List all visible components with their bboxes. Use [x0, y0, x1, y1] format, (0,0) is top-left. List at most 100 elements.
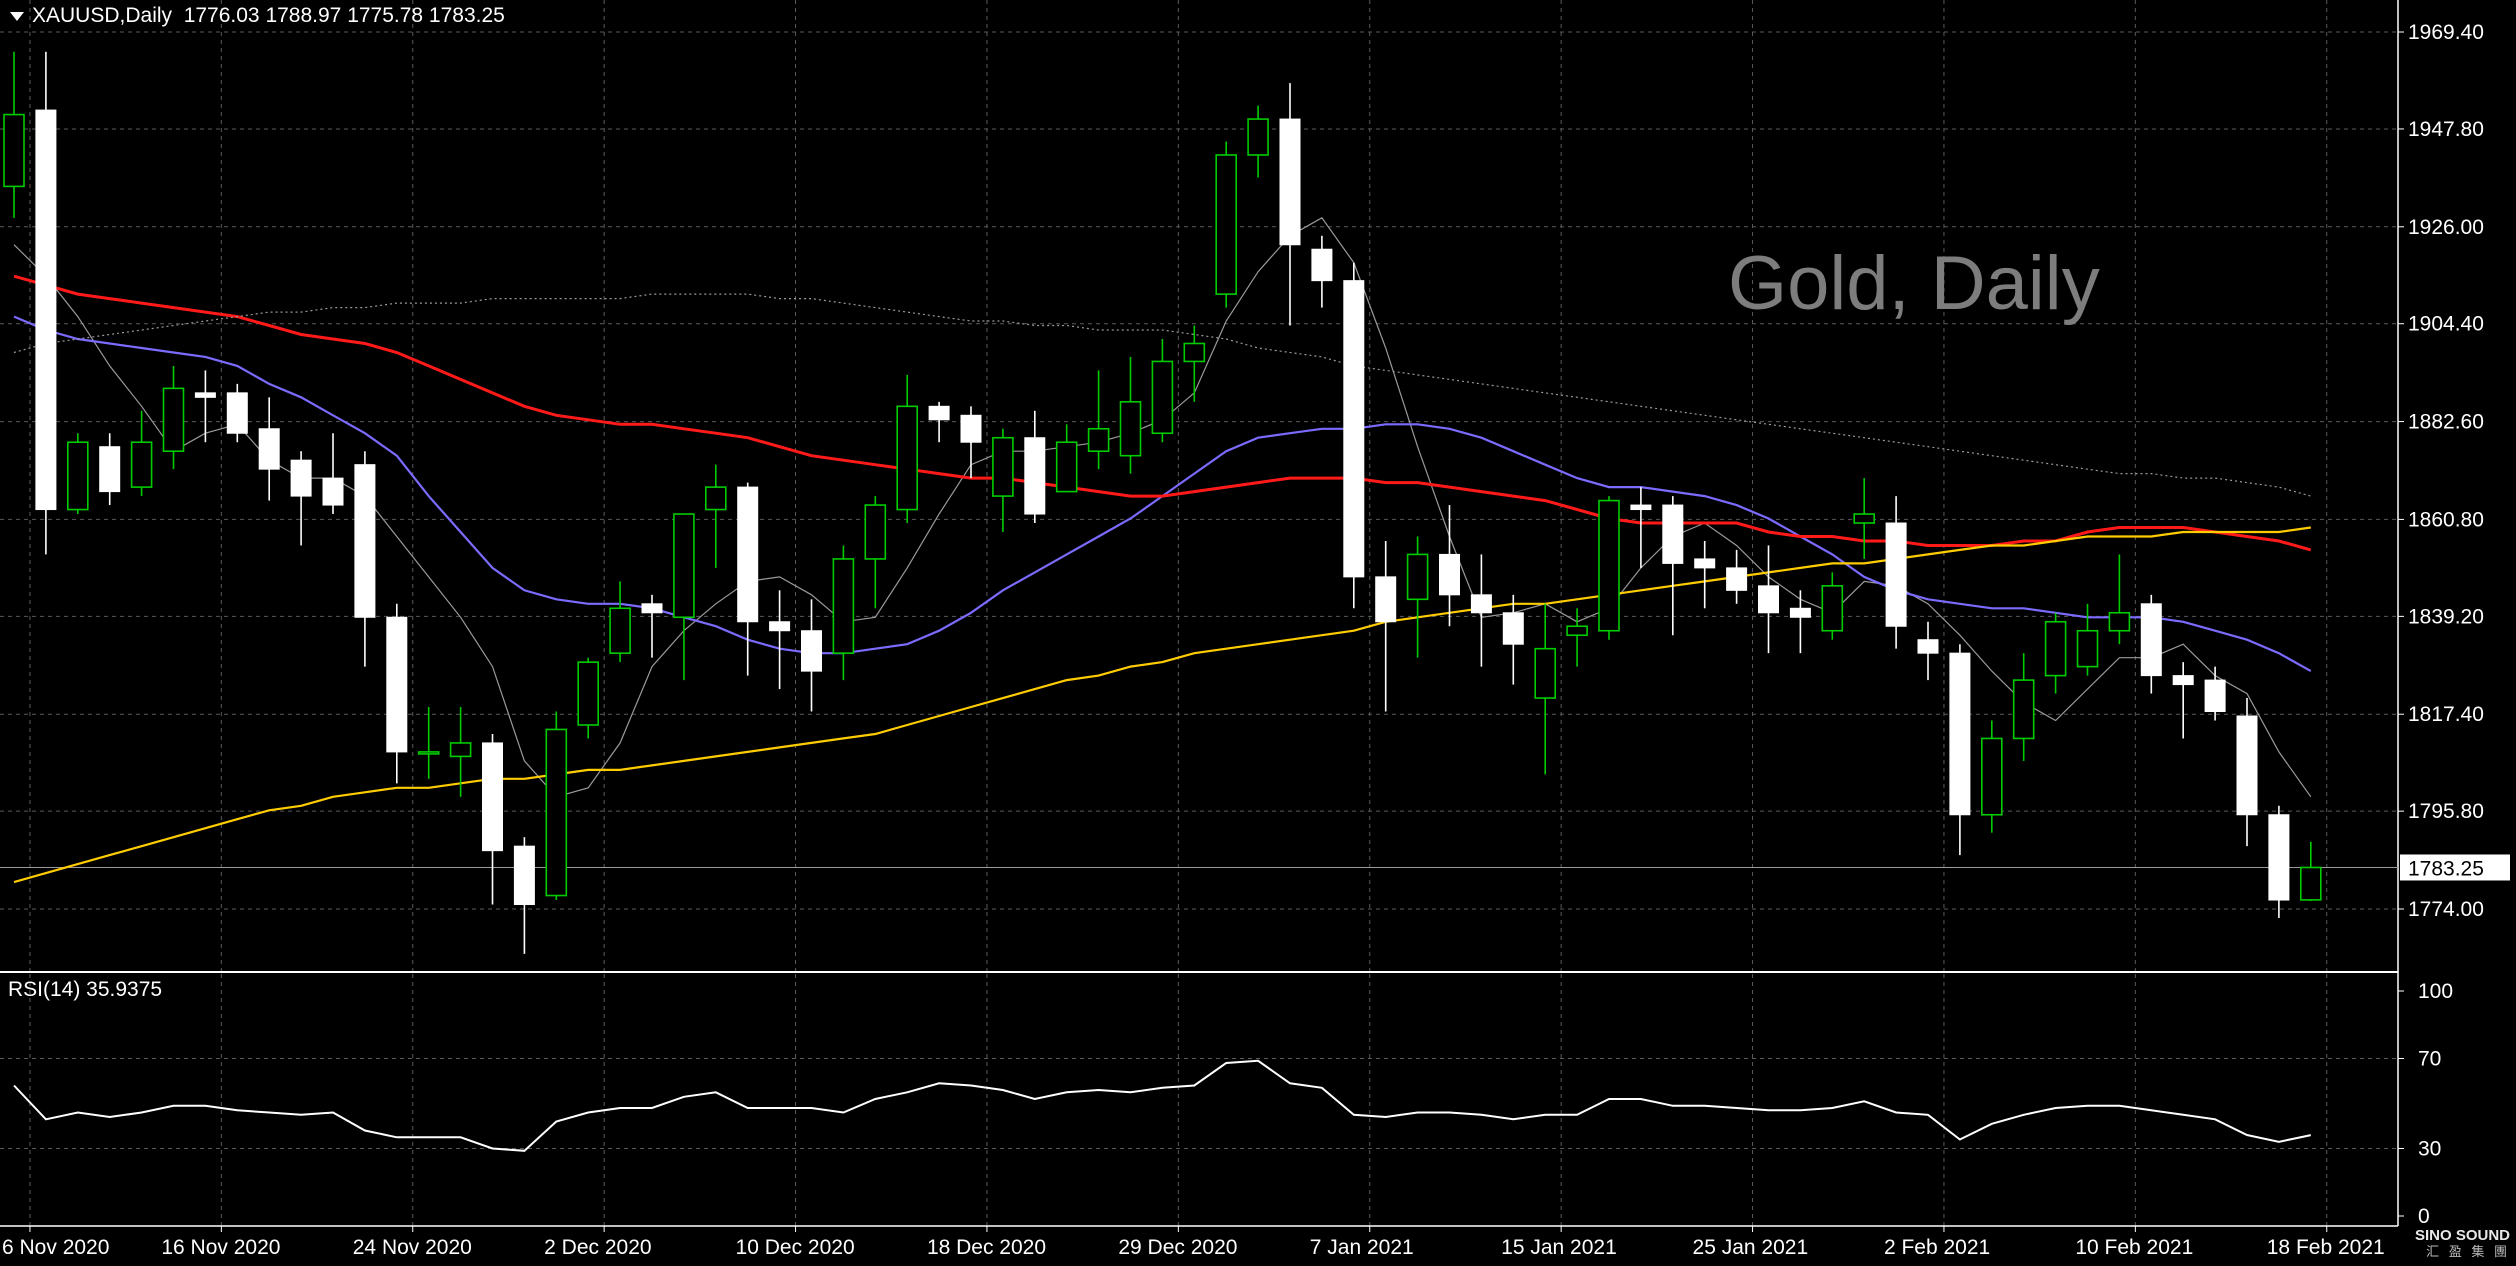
time-tick-label: 10 Feb 2021 [2075, 1236, 2193, 1259]
candle [737, 482, 759, 676]
dropdown-triangle-icon[interactable] [10, 11, 24, 21]
candle-body [737, 486, 759, 623]
candle [577, 657, 600, 739]
candle-body [2268, 814, 2290, 901]
candle [2012, 653, 2035, 761]
price-tick-label: 1947.80 [2408, 118, 2484, 141]
candle-body [1853, 513, 1875, 524]
brand-logo: SINO SOUND 汇 盈 集 團 [2415, 1228, 2510, 1260]
time-tick-label: 24 Nov 2020 [353, 1236, 472, 1259]
time-tick-label: 10 Dec 2020 [736, 1236, 855, 1259]
candle [99, 433, 121, 506]
candle-body [386, 616, 408, 753]
candle [1726, 549, 1748, 604]
candle-body [2108, 611, 2131, 632]
candle-body [864, 504, 887, 560]
candle-body [832, 558, 855, 654]
time-tick-label: 25 Jan 2021 [1693, 1236, 1809, 1259]
ma-line-red [13, 274, 2312, 552]
candle [290, 451, 312, 546]
candle [2108, 554, 2131, 645]
candle [2172, 662, 2194, 739]
time-tick-label: 6 Nov 2020 [2, 1236, 109, 1259]
candle [1598, 496, 1620, 640]
candle-body [194, 392, 216, 398]
candle-body [1662, 504, 1684, 564]
candle-body [3, 113, 25, 188]
time-tick-label: 18 Feb 2021 [2267, 1236, 2385, 1259]
candle-body [449, 742, 472, 758]
candle [1439, 505, 1460, 627]
time-tick-label: 15 Jan 2021 [1501, 1236, 1617, 1259]
price-tick-label: 1904.40 [2408, 313, 2484, 336]
candle [2076, 603, 2099, 676]
candle [354, 451, 376, 667]
candle [2140, 594, 2162, 694]
candle-body [322, 477, 344, 506]
candle [67, 433, 89, 515]
candle [1917, 621, 1939, 681]
rsi-tick-label: 0 [2418, 1205, 2430, 1228]
rsi-tick-label: 100 [2418, 980, 2453, 1003]
price-tick-label: 1839.20 [2408, 605, 2484, 628]
price-tick-label: 1926.00 [2408, 216, 2484, 239]
ohlc-values: 1776.03 1788.97 1775.78 1783.25 [183, 4, 505, 27]
time-tick-label: 7 Jan 2021 [1310, 1236, 1414, 1259]
candle [832, 545, 855, 681]
candle-body [99, 446, 121, 493]
candle [162, 365, 185, 470]
rsi-line [13, 1059, 2312, 1152]
price-tick-label: 1882.60 [2408, 411, 2484, 434]
candle [449, 707, 472, 797]
candle-body [545, 728, 568, 897]
candle [513, 837, 535, 954]
candle-body [2204, 679, 2226, 713]
ma-line-grey-dotted [13, 293, 2311, 497]
candle [1375, 540, 1397, 712]
candle-body [1470, 594, 1492, 614]
candle-body [1726, 567, 1748, 591]
candle [1119, 356, 1142, 474]
candle-body [354, 464, 376, 618]
price-tick-label: 1969.40 [2408, 21, 2484, 44]
candle [641, 594, 663, 658]
candle-body [1247, 118, 1269, 156]
candle-body [1981, 737, 2003, 816]
price-pane [0, 0, 2399, 1227]
candle-body [482, 742, 503, 852]
symbol-label: XAUUSD,Daily [32, 4, 173, 27]
candle [864, 496, 887, 609]
candle [896, 374, 919, 524]
candle [1502, 594, 1524, 685]
price-tick-label: 1860.80 [2408, 508, 2484, 531]
candle-body [1151, 360, 1174, 435]
price-tick-label: 1774.00 [2408, 898, 2484, 921]
candle [1343, 262, 1365, 609]
time-tick-label: 2 Dec 2020 [544, 1236, 651, 1259]
candle [1758, 545, 1779, 654]
candle [482, 733, 503, 905]
time-tick-label: 29 Dec 2020 [1118, 1236, 1237, 1259]
candle-body [1630, 504, 1652, 511]
candle [1853, 478, 1875, 559]
candle-body [1917, 639, 1939, 654]
candle-body [1534, 647, 1556, 699]
candle-body [162, 387, 185, 453]
candle [2236, 698, 2258, 847]
candle-body [1502, 612, 1524, 645]
candle-body [1949, 652, 1971, 816]
price-tick-label: 1817.40 [2408, 703, 2484, 726]
candle [545, 711, 568, 901]
candle [769, 590, 791, 690]
candle [1087, 370, 1110, 470]
logo-sub: 汇 盈 集 團 [2426, 1244, 2510, 1259]
current-price-label: 1783.25 [2408, 857, 2484, 880]
candle [673, 513, 695, 681]
candle [960, 406, 982, 479]
candle-body [1087, 427, 1110, 453]
rsi-header: RSI(14) 35.9375 [8, 978, 163, 1001]
candle [992, 428, 1014, 532]
candles [3, 51, 2322, 954]
candle [322, 433, 344, 515]
